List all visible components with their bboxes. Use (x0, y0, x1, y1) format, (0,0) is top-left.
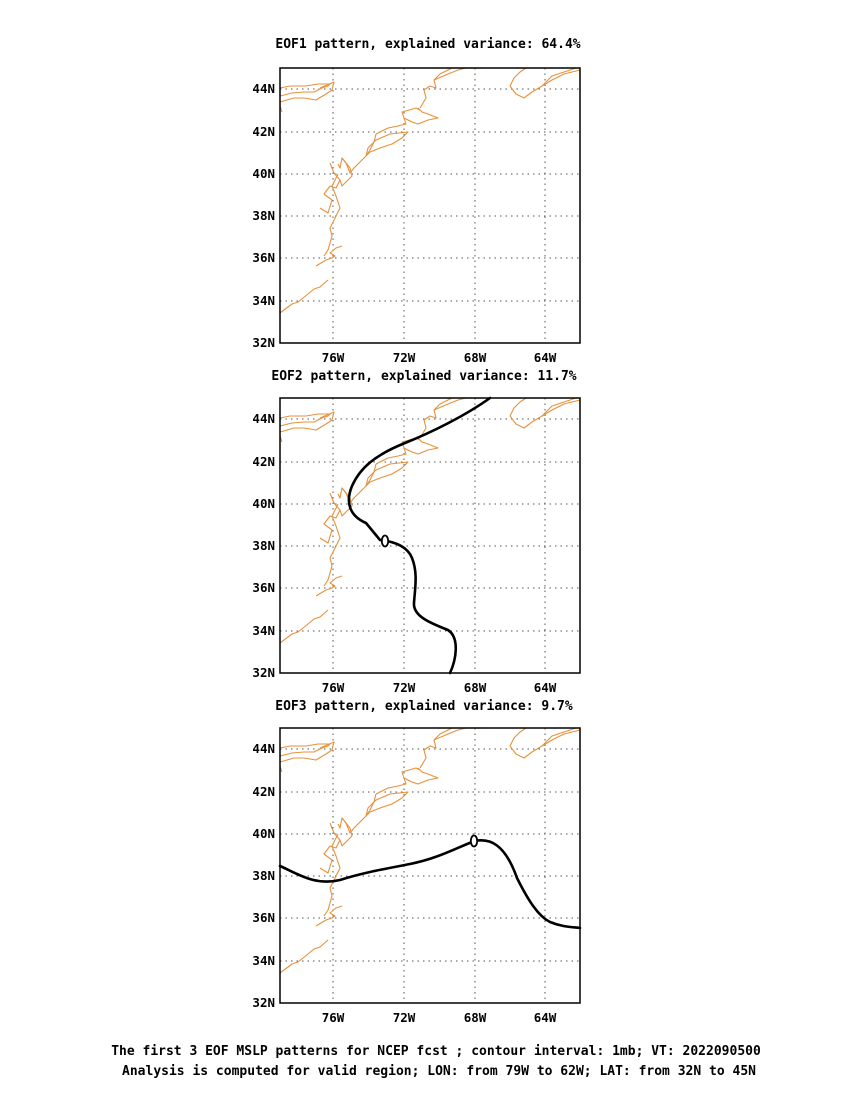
lon-tick: 64W (534, 680, 557, 695)
lon-axis: 76W 72W 68W 64W (322, 680, 557, 695)
lat-tick: 40N (252, 826, 275, 841)
lon-tick: 68W (464, 680, 487, 695)
map-frame (279, 397, 581, 674)
lat-tick: 38N (252, 868, 275, 883)
panel-title: EOF1 pattern, explained variance: 64.4% (275, 37, 580, 52)
lon-tick: 72W (393, 680, 416, 695)
panel-eof3: EOF3 pattern, explained variance: 9.7% 3… (252, 699, 582, 1025)
panel-eof2: EOF2 pattern, explained variance: 11.7% … (252, 369, 581, 695)
map-plot (279, 396, 581, 675)
lon-tick: 76W (322, 680, 345, 695)
lon-tick: 76W (322, 1010, 345, 1025)
lon-axis: 76W 72W 68W 64W (322, 350, 557, 365)
lat-tick: 42N (252, 454, 275, 469)
lat-tick: 38N (252, 538, 275, 553)
lat-tick: 32N (252, 335, 275, 350)
lat-tick: 44N (252, 411, 275, 426)
lon-axis: 76W 72W 68W 64W (322, 1010, 557, 1025)
lon-tick: 68W (464, 350, 487, 365)
lat-tick: 36N (252, 910, 275, 925)
caption-line-2: Analysis is computed for valid region; L… (122, 1064, 756, 1079)
graticule (279, 727, 581, 1004)
panel-eof1: EOF1 pattern, explained variance: 64.4% … (252, 37, 580, 365)
figure-caption: The first 3 EOF MSLP patterns for NCEP f… (111, 1044, 761, 1079)
coastline (279, 67, 581, 314)
lon-tick: 68W (464, 1010, 487, 1025)
map-plot (279, 67, 581, 344)
map-frame (279, 727, 581, 1004)
lat-tick: 40N (252, 166, 275, 181)
lat-tick: 34N (252, 953, 275, 968)
panel-title: EOF3 pattern, explained variance: 9.7% (275, 699, 573, 714)
lat-axis: 32N 34N 36N 38N 40N 42N 44N (252, 741, 275, 1010)
lat-tick: 34N (252, 623, 275, 638)
map-plot (278, 727, 582, 1004)
lat-tick: 42N (252, 124, 275, 139)
lat-tick: 34N (252, 293, 275, 308)
lat-axis: 32N 34N 36N 38N 40N 42N 44N (252, 411, 275, 680)
caption-line-1: The first 3 EOF MSLP patterns for NCEP f… (111, 1044, 761, 1059)
contour-label-marker (380, 534, 390, 548)
graticule (279, 397, 581, 674)
lat-tick: 36N (252, 250, 275, 265)
map-frame (279, 67, 581, 344)
lon-tick: 72W (393, 1010, 416, 1025)
lat-tick: 36N (252, 580, 275, 595)
lat-tick: 38N (252, 208, 275, 223)
lat-tick: 42N (252, 784, 275, 799)
zero-contour (347, 396, 492, 675)
panel-title: EOF2 pattern, explained variance: 11.7% (271, 369, 576, 384)
lon-tick: 64W (534, 350, 557, 365)
coastline (279, 727, 581, 974)
lon-tick: 72W (393, 350, 416, 365)
lat-tick: 40N (252, 496, 275, 511)
lat-tick: 32N (252, 995, 275, 1010)
lon-tick: 76W (322, 350, 345, 365)
lat-tick: 32N (252, 665, 275, 680)
lat-axis: 32N 34N 36N 38N 40N 42N 44N (252, 81, 275, 350)
lat-tick: 44N (252, 81, 275, 96)
coastline (279, 397, 581, 644)
contour-label-marker (469, 834, 479, 848)
lon-tick: 64W (534, 1010, 557, 1025)
lat-tick: 44N (252, 741, 275, 756)
graticule (279, 67, 581, 344)
